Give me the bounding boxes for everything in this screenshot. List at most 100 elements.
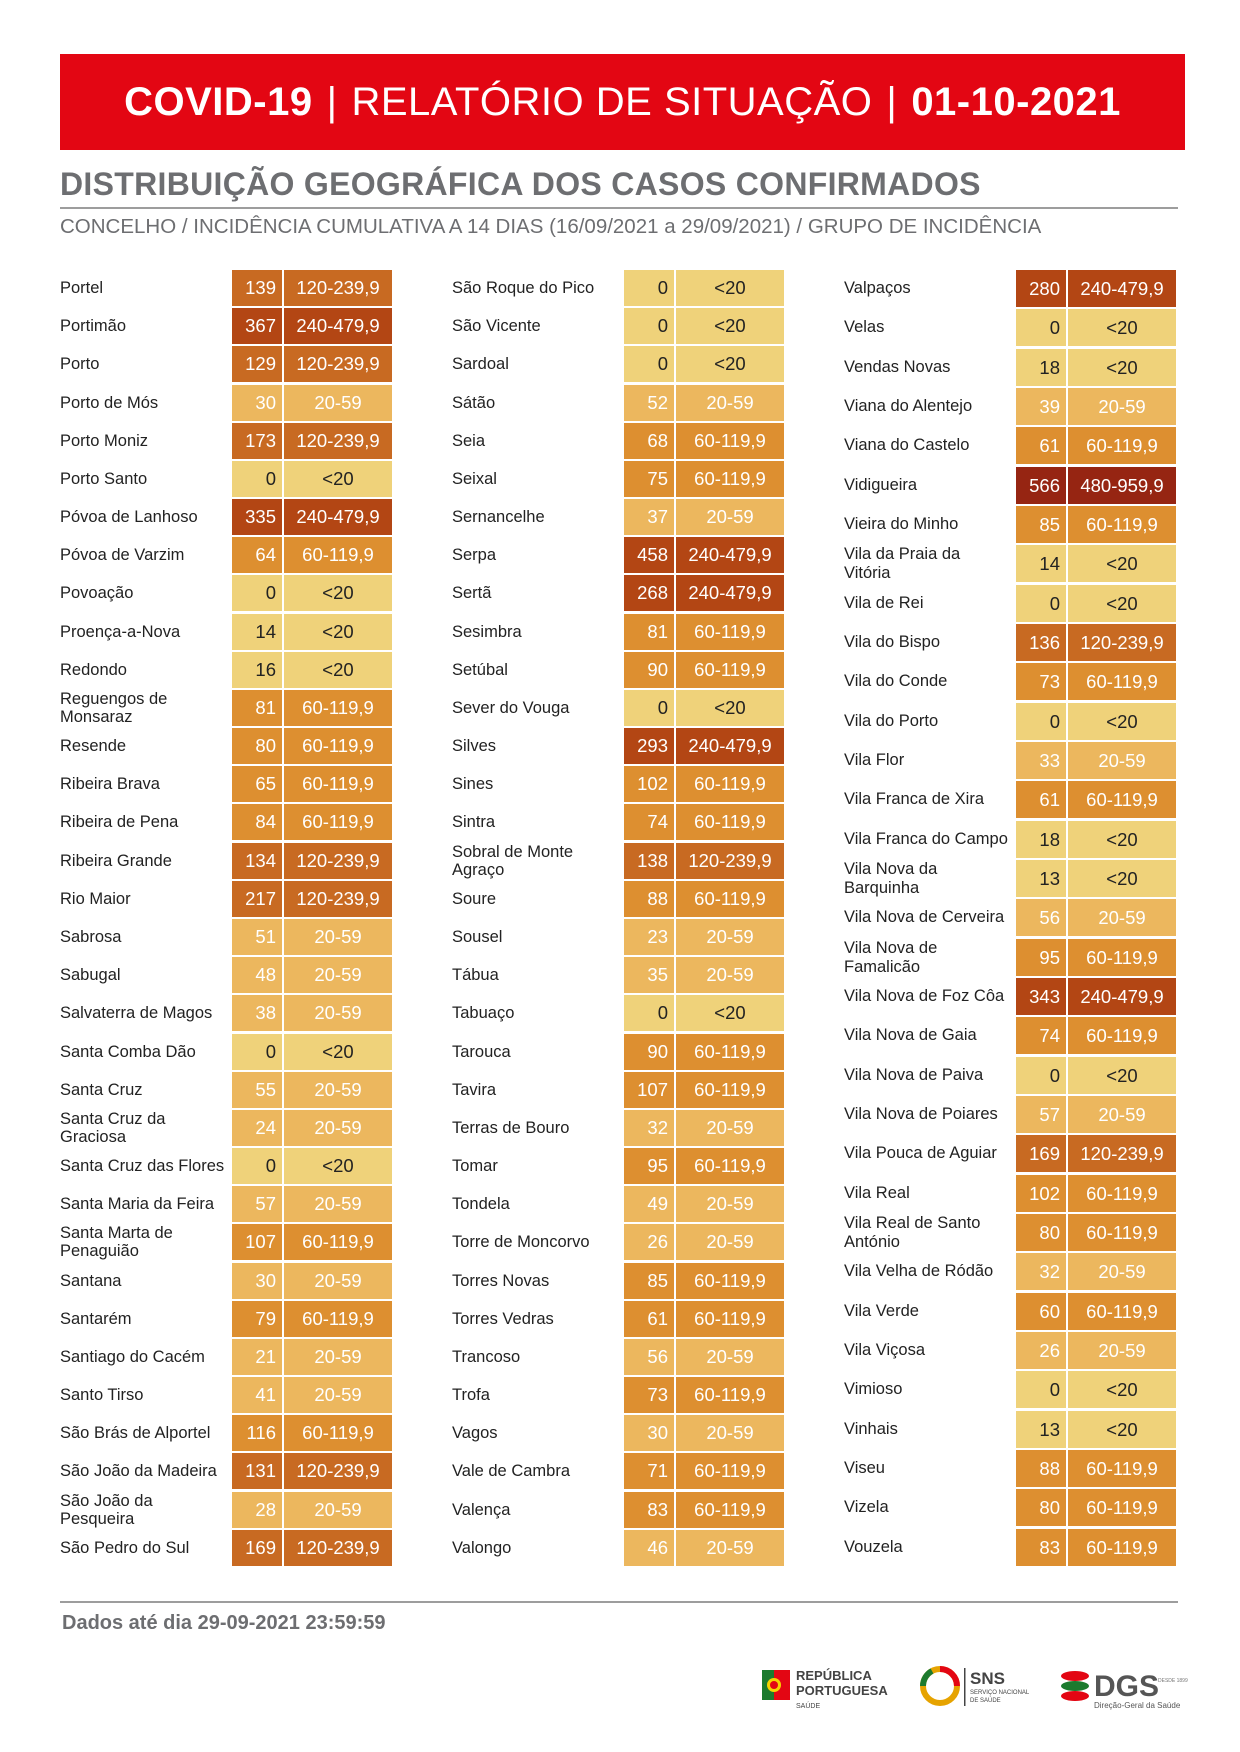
table-row: Valença 83 60-119,9 xyxy=(452,1492,784,1528)
table-row: Sintra 74 60-119,9 xyxy=(452,804,784,840)
incidence-group: 20-59 xyxy=(1068,742,1176,779)
incidence-group: 60-119,9 xyxy=(676,423,784,459)
incidence-value: 0 xyxy=(1016,703,1066,740)
incidence-group: 20-59 xyxy=(676,499,784,535)
municipality-name: Porto de Mós xyxy=(60,393,159,412)
table-row: Vila Flor 33 20-59 xyxy=(844,742,1176,779)
municipality-name: Santa Comba Dão xyxy=(60,1042,196,1061)
table-row: São Roque do Pico 0 <20 xyxy=(452,270,784,306)
banner-title-covid: COVID-19 xyxy=(124,79,313,124)
municipality-name: Tomar xyxy=(452,1156,498,1175)
incidence-group: 20-59 xyxy=(284,1072,392,1108)
table-row: Póvoa de Lanhoso 335 240-479,9 xyxy=(60,499,392,535)
municipality-name: Vizela xyxy=(844,1498,889,1517)
table-row: Porto Santo 0 <20 xyxy=(60,461,392,497)
municipality-name: Tabuaço xyxy=(452,1003,515,1022)
incidence-group: 60-119,9 xyxy=(1068,781,1176,818)
incidence-value: 90 xyxy=(624,652,674,688)
section-subtitle: CONCELHO / INCIDÊNCIA CUMULATIVA A 14 DI… xyxy=(60,215,1042,238)
incidence-value: 85 xyxy=(1016,506,1066,543)
banner-title-report: RELATÓRIO DE SITUAÇÃO xyxy=(351,79,873,124)
incidence-group: 60-119,9 xyxy=(1068,506,1176,543)
incidence-value: 95 xyxy=(1016,939,1066,976)
incidence-value: 268 xyxy=(624,575,674,611)
municipality-name: Póvoa de Varzim xyxy=(60,545,185,564)
banner-separator-2: | xyxy=(886,79,898,124)
incidence-group: 20-59 xyxy=(676,1224,784,1260)
incidence-value: 41 xyxy=(232,1377,282,1413)
incidence-value: 0 xyxy=(624,995,674,1031)
incidence-group: 60-119,9 xyxy=(676,804,784,840)
incidence-value: 13 xyxy=(1016,1411,1066,1448)
table-row: São João da Pesqueira 28 20-59 xyxy=(60,1492,392,1528)
incidence-group: 20-59 xyxy=(676,1530,784,1566)
municipality-name: Vila Nova de Poiares xyxy=(844,1105,998,1124)
report-banner: COVID-19 | RELATÓRIO DE SITUAÇÃO | 01-10… xyxy=(60,54,1185,150)
table-row: Vila Nova de Cerveira 56 20-59 xyxy=(844,899,1176,936)
table-row: Viseu 88 60-119,9 xyxy=(844,1450,1176,1487)
incidence-group: 60-119,9 xyxy=(1068,1489,1176,1526)
incidence-value: 13 xyxy=(1016,860,1066,897)
incidence-group: 60-119,9 xyxy=(1068,939,1176,976)
municipality-name: Tondela xyxy=(452,1194,510,1213)
incidence-group: 60-119,9 xyxy=(676,1492,784,1528)
incidence-value: 52 xyxy=(624,385,674,421)
incidence-group: <20 xyxy=(284,1148,392,1184)
municipality-name: Vila Nova de Paiva xyxy=(844,1066,984,1085)
municipality-name: Vila Franca do Campo xyxy=(844,830,1008,849)
municipality-name: Reguengos de Monsaraz xyxy=(60,689,168,726)
incidence-group: 60-119,9 xyxy=(1068,1529,1176,1566)
incidence-group: 240-479,9 xyxy=(1068,270,1176,307)
municipality-name: Vila Nova de Cerveira xyxy=(844,908,1005,927)
municipality-name: Vila Nova de Gaia xyxy=(844,1026,977,1045)
incidence-group: <20 xyxy=(676,270,784,306)
svg-text:SNS: SNS xyxy=(970,1669,1005,1688)
municipality-name: Sousel xyxy=(452,927,503,946)
incidence-group: 60-119,9 xyxy=(284,766,392,802)
table-row: Terras de Bouro 32 20-59 xyxy=(452,1110,784,1146)
table-row: Vila Nova de Famalicão 95 60-119,9 xyxy=(844,939,1176,976)
table-row: Vila Velha de Ródão 32 20-59 xyxy=(844,1253,1176,1290)
incidence-value: 65 xyxy=(232,766,282,802)
incidence-value: 83 xyxy=(624,1492,674,1528)
municipality-name: Santa Cruz das Flores xyxy=(60,1156,225,1175)
sns-logo: SNS SERVIÇO NACIONAL DE SAÚDE xyxy=(920,1666,1030,1706)
incidence-group: 20-59 xyxy=(284,919,392,955)
table-row: Sertã 268 240-479,9 xyxy=(452,575,784,611)
incidence-value: 335 xyxy=(232,499,282,535)
municipality-name: Santa Marta de Penaguião xyxy=(60,1223,173,1260)
incidence-value: 18 xyxy=(1016,349,1066,386)
municipality-name: Vila Pouca de Aguiar xyxy=(844,1144,997,1163)
municipality-name: Vila Real de Santo António xyxy=(844,1214,981,1251)
table-row: Trancoso 56 20-59 xyxy=(452,1339,784,1375)
table-row: Viana do Castelo 61 60-119,9 xyxy=(844,427,1176,464)
incidence-group: 60-119,9 xyxy=(284,537,392,573)
incidence-value: 79 xyxy=(232,1301,282,1337)
incidence-value: 51 xyxy=(232,919,282,955)
incidence-value: 80 xyxy=(1016,1214,1066,1251)
incidence-value: 30 xyxy=(232,1263,282,1299)
table-row: Ribeira Grande 134 120-239,9 xyxy=(60,843,392,879)
incidence-group: 20-59 xyxy=(1068,1096,1176,1133)
table-row: Reguengos de Monsaraz 81 60-119,9 xyxy=(60,690,392,726)
table-row: Santana 30 20-59 xyxy=(60,1263,392,1299)
municipality-name: Resende xyxy=(60,736,127,755)
table-row: Valongo 46 20-59 xyxy=(452,1530,784,1566)
municipality-name: Santiago do Cacém xyxy=(60,1347,205,1366)
municipality-name: Porto xyxy=(60,354,100,373)
table-row: Vimioso 0 <20 xyxy=(844,1371,1176,1408)
incidence-group: <20 xyxy=(284,575,392,611)
incidence-value: 61 xyxy=(1016,781,1066,818)
incidence-value: 39 xyxy=(1016,388,1066,425)
table-row: Porto Moniz 173 120-239,9 xyxy=(60,423,392,459)
incidence-group: 20-59 xyxy=(676,1186,784,1222)
table-row: Sesimbra 81 60-119,9 xyxy=(452,614,784,650)
table-row: Valpaços 280 240-479,9 xyxy=(844,270,1176,307)
municipality-name: Ribeira Grande xyxy=(60,851,172,870)
table-row: Vila de Rei 0 <20 xyxy=(844,585,1176,622)
table-row: Resende 80 60-119,9 xyxy=(60,728,392,764)
incidence-value: 0 xyxy=(1016,585,1066,622)
incidence-value: 84 xyxy=(232,804,282,840)
incidence-value: 73 xyxy=(624,1377,674,1413)
incidence-group: 20-59 xyxy=(284,957,392,993)
